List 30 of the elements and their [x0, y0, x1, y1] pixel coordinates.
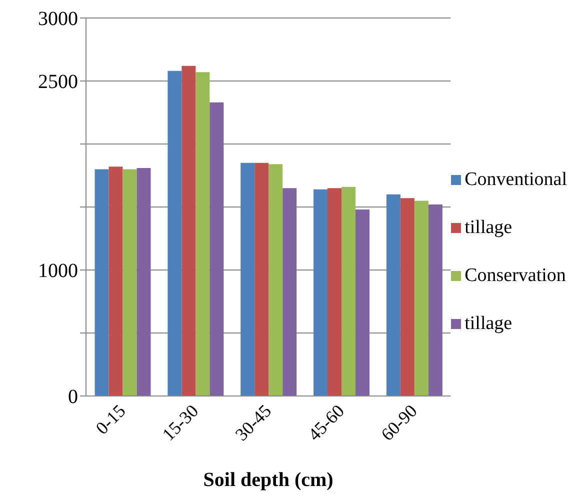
bar — [136, 168, 151, 396]
bar — [94, 169, 109, 396]
y-tick-label: 1000 — [38, 260, 78, 282]
bar — [182, 66, 196, 396]
x-tick-label: 0-15 — [92, 400, 130, 438]
y-tick-label: 0 — [68, 386, 78, 408]
bar — [328, 188, 342, 396]
legend-label: tillage — [464, 217, 512, 239]
bar — [428, 204, 442, 396]
bar — [254, 162, 269, 396]
legend-label: Conventional — [464, 169, 567, 191]
bar — [122, 169, 137, 396]
bar — [282, 188, 297, 396]
legend-label: tillage — [464, 313, 512, 335]
y-tick-label: 3000 — [38, 8, 78, 30]
bar — [108, 166, 123, 396]
bar — [400, 198, 414, 396]
bar — [196, 72, 210, 396]
bar — [342, 186, 356, 396]
bar — [268, 164, 283, 396]
x-axis-title: Soil depth (cm) — [203, 469, 334, 491]
bar — [210, 102, 224, 396]
y-tick-label: 2500 — [38, 71, 78, 94]
bar — [314, 189, 328, 396]
bar — [414, 200, 428, 396]
bar — [386, 194, 400, 396]
bar — [168, 70, 182, 396]
bar — [356, 210, 370, 396]
legend-label: Conservation — [464, 265, 566, 287]
bar — [240, 162, 255, 396]
